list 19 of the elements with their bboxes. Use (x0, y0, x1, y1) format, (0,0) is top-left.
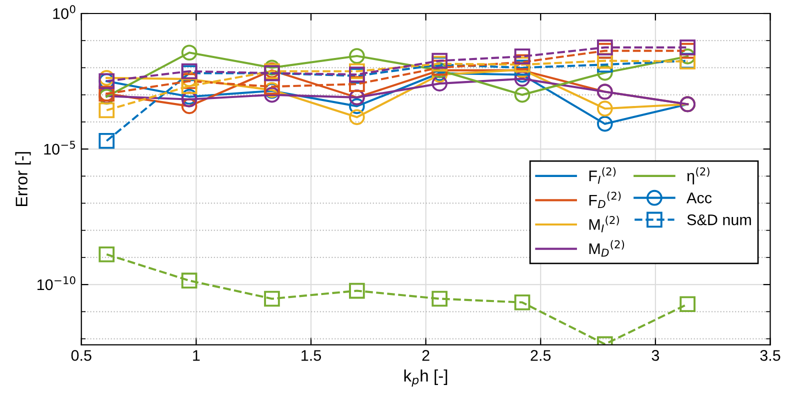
x-tick-label: 1 (193, 350, 200, 361)
y-tick-label: 10$^{0}$ (53, 5, 76, 20)
legend-label: M$_{D}$$^{(2)}$ (589, 240, 624, 257)
legend-label: M$_{I}$$^{(2)}$ (589, 216, 619, 232)
legend-label: Acc (686, 192, 712, 204)
legend-label: F$_{I}$$^{(2)}$ (589, 167, 616, 184)
x-tick-label: 3.5 (760, 350, 780, 361)
legend-label: F$_{D}$$^{(2)}$ (589, 192, 621, 208)
x-tick-label: 1.5 (302, 350, 321, 361)
x-axis-title: k$_{p}$h [-] (404, 369, 448, 387)
legend-label: η$^{(2)}$ (687, 167, 710, 184)
legend-label: S&D num (687, 214, 751, 226)
y-tick-label: 10$^{−5}$ (44, 140, 76, 155)
x-tick-label: 2 (422, 350, 430, 361)
x-tick-label: 2.5 (530, 350, 551, 361)
x-tick-label: 3 (652, 350, 660, 361)
y-tick-label: 10$^{−10}$ (37, 276, 76, 290)
x-tick-label: 0.5 (71, 350, 92, 361)
y-axis-title: Error [-] (15, 152, 31, 206)
